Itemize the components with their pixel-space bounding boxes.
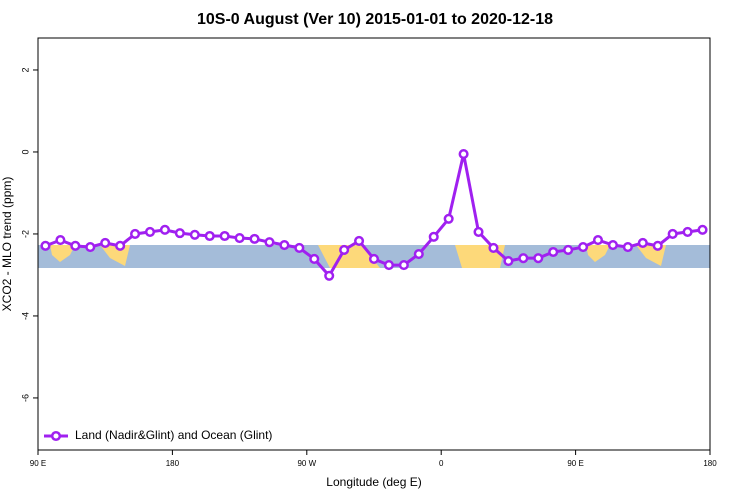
y-tick-label: -2 (20, 230, 30, 238)
data-point (667, 228, 678, 240)
x-axis-label: Longitude (deg E) (326, 475, 421, 489)
data-point (70, 240, 81, 251)
data-point (159, 224, 170, 235)
chart-title: 10S-0 August (Ver 10) 2015-01-01 to 2020… (197, 11, 553, 28)
data-point (219, 230, 230, 242)
data-point (249, 233, 260, 244)
data-point (189, 229, 200, 240)
data-point (100, 237, 111, 249)
data-point (488, 242, 499, 253)
y-tick-label: 0 (20, 149, 30, 154)
x-tick-label: 90 E (567, 459, 583, 468)
data-point (533, 253, 544, 264)
data-point (428, 231, 439, 242)
data-point (368, 253, 380, 265)
y-tick-label: 2 (20, 67, 30, 72)
data-point (55, 235, 66, 246)
y-tick-label: -4 (20, 312, 30, 320)
data-point (592, 235, 604, 246)
data-point (40, 240, 51, 251)
x-tick-label: 180 (166, 459, 180, 468)
data-point (144, 226, 156, 237)
data-point (682, 226, 693, 237)
data-point (697, 224, 708, 235)
data-point (607, 239, 618, 251)
y-axis-label: XCO2 - MLO trend (ppm) (0, 177, 14, 312)
data-point (413, 248, 424, 260)
legend-marker (50, 430, 62, 442)
data-point (443, 213, 454, 224)
data-point (473, 226, 484, 237)
data-point (309, 253, 320, 265)
data-point (294, 242, 305, 253)
plot-frame (37, 37, 711, 451)
data-point (622, 242, 633, 253)
data-point (234, 233, 245, 244)
data-point (383, 260, 394, 271)
data-point (339, 244, 350, 255)
data-point (204, 230, 215, 242)
data-point (85, 242, 96, 253)
y-tick-label: -6 (20, 394, 30, 402)
x-tick-label: 90 W (297, 459, 316, 468)
data-point (264, 237, 275, 248)
data-point (578, 242, 589, 253)
legend-label: Land (Nadir&Glint) and Ocean (Glint) (75, 428, 272, 442)
data-point (174, 228, 185, 239)
data-point (458, 148, 469, 160)
data-point (518, 253, 529, 264)
data-point (503, 255, 514, 267)
data-point (354, 235, 365, 246)
data-point (115, 240, 126, 251)
x-tick-label: 180 (703, 459, 717, 468)
data-point (324, 270, 335, 281)
data-point (563, 244, 574, 255)
data-point (279, 239, 290, 251)
data-point (398, 260, 409, 271)
data-point (637, 237, 648, 249)
x-tick-label: 90 E (30, 459, 46, 468)
data-point (548, 246, 559, 258)
data-point (130, 228, 141, 240)
data-point (652, 240, 663, 251)
x-tick-label: 0 (439, 459, 444, 468)
